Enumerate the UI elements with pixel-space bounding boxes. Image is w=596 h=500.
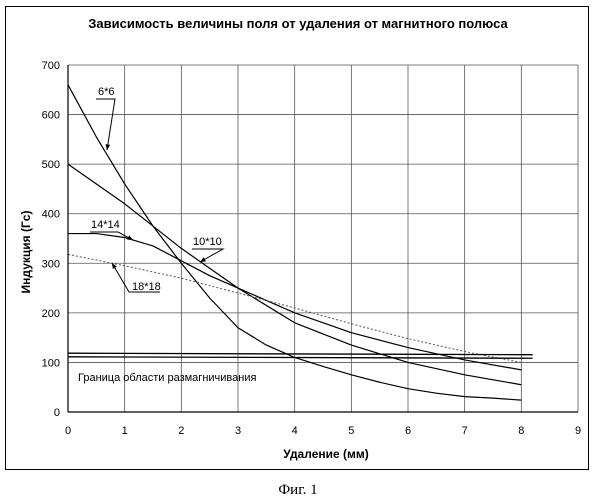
figure-caption: Фиг. 1 bbox=[0, 482, 596, 499]
y-tick-label: 200 bbox=[42, 308, 60, 320]
annotation-label: 14*14 bbox=[91, 219, 120, 231]
series-lines bbox=[68, 85, 533, 400]
y-tick-label: 300 bbox=[42, 258, 60, 270]
leader-10x10 bbox=[192, 249, 223, 262]
threshold-line-upper bbox=[68, 353, 533, 354]
grid-lines bbox=[68, 65, 578, 412]
x-axis-label: Удаление (мм) bbox=[283, 447, 369, 461]
annotation-label: Граница области размагничивания bbox=[78, 372, 256, 384]
annotation-label: 6*6 bbox=[98, 86, 115, 98]
x-tick-label: 9 bbox=[575, 425, 581, 437]
leader-6x6-arrowhead bbox=[106, 144, 111, 150]
threshold-line-lower bbox=[68, 357, 533, 358]
leader-6x6 bbox=[96, 99, 115, 150]
x-tick-label: 6 bbox=[405, 425, 411, 437]
x-tick-label: 2 bbox=[178, 425, 184, 437]
y-tick-label: 600 bbox=[42, 110, 60, 122]
y-tick-label: 500 bbox=[42, 159, 60, 171]
annotation-label: 10*10 bbox=[193, 236, 222, 248]
x-tick-label: 7 bbox=[462, 425, 468, 437]
y-axis-label: Индукция (Гс) bbox=[19, 211, 33, 294]
y-tick-label: 400 bbox=[42, 209, 60, 221]
annotation-label: 18*18 bbox=[132, 281, 161, 293]
x-tick-label: 4 bbox=[292, 425, 298, 437]
x-tick-label: 1 bbox=[122, 425, 128, 437]
x-tick-label: 0 bbox=[65, 425, 71, 437]
y-tick-label: 700 bbox=[42, 60, 60, 72]
y-tick-label: 100 bbox=[42, 357, 60, 369]
x-tick-label: 3 bbox=[235, 425, 241, 437]
x-tick-label: 8 bbox=[518, 425, 524, 437]
y-tick-label: 0 bbox=[54, 407, 60, 419]
x-tick-label: 5 bbox=[348, 425, 354, 437]
